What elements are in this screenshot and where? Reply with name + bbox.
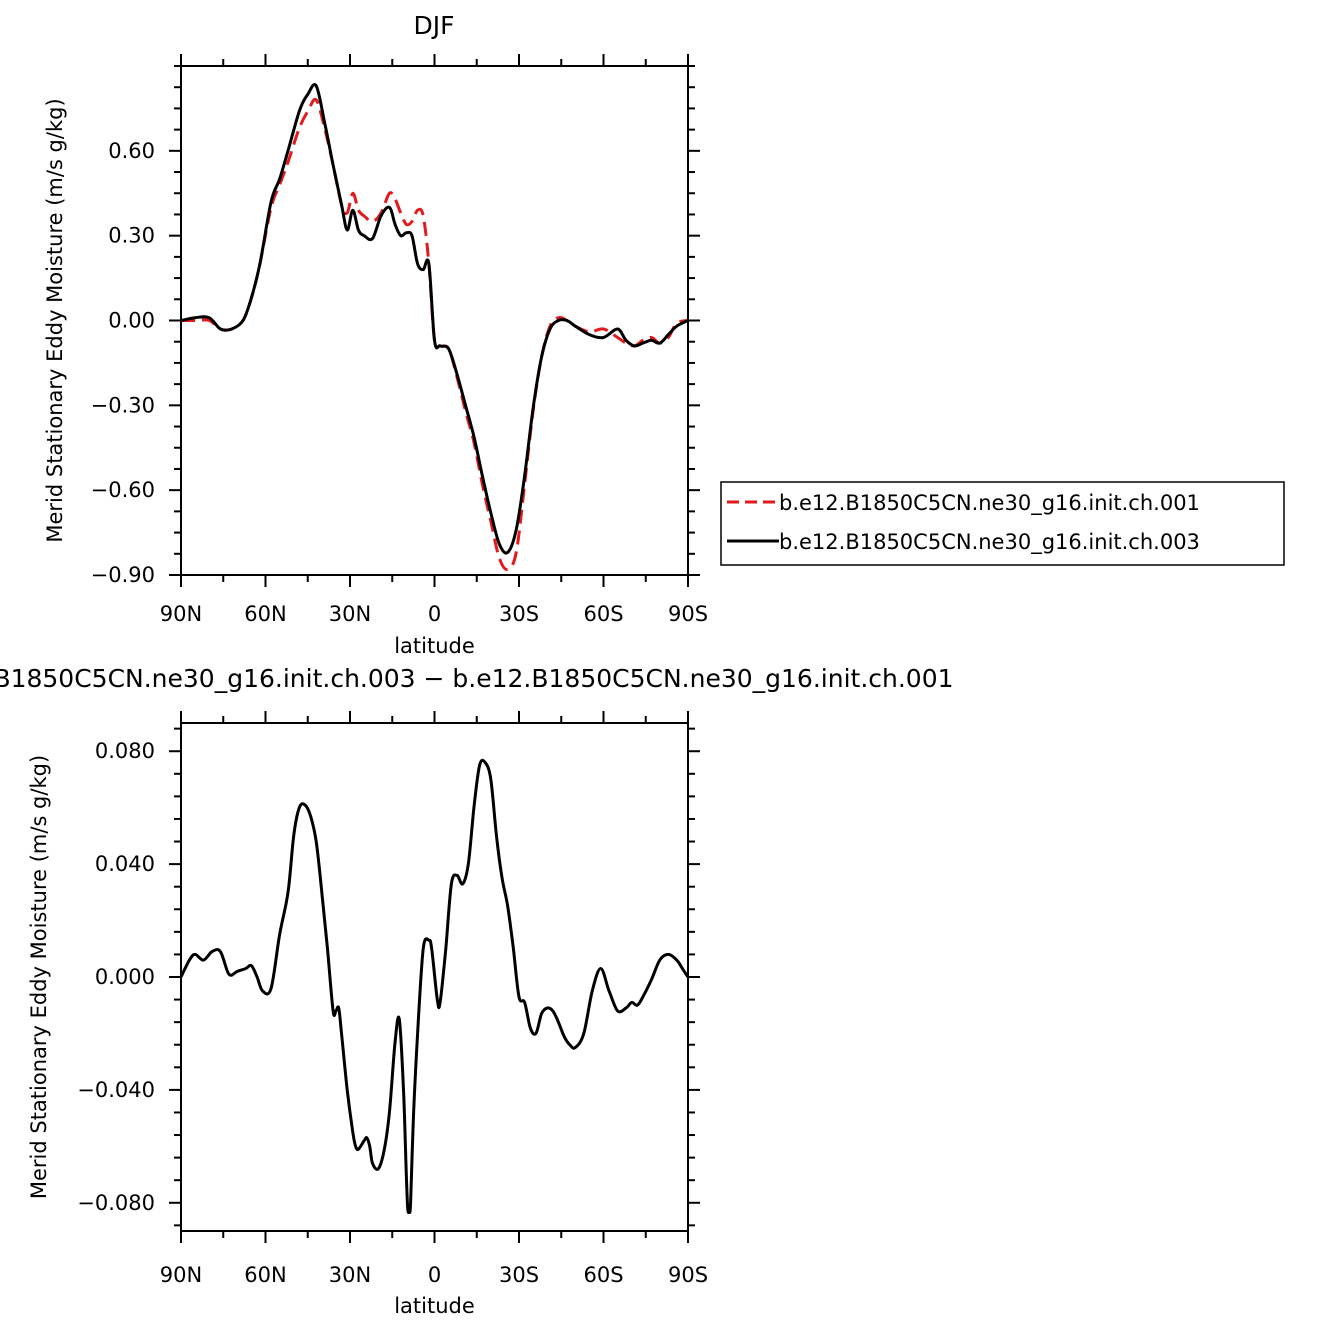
y-tick-label: 0.080: [95, 739, 155, 763]
x-tick-label: 90S: [668, 1263, 708, 1287]
plot-frame: [180, 65, 689, 576]
y-tick-label: 0.30: [108, 224, 155, 248]
y-tick-label: −0.040: [77, 1078, 155, 1102]
y-axis-label: Merid Stationary Eddy Moisture (m/s g/kg…: [43, 98, 67, 542]
y-tick-label: 0.040: [95, 852, 155, 876]
legend: b.e12.B1850C5CN.ne30_g16.init.ch.001 b.e1…: [720, 481, 1285, 566]
x-tick-label: 90S: [668, 602, 708, 626]
x-axis-label: latitude: [394, 1294, 475, 1318]
x-tick-label: 60S: [583, 1263, 623, 1287]
legend-entry: b.e12.B1850C5CN.ne30_g16.init.ch.001: [779, 491, 1200, 516]
x-tick-label: 0: [428, 602, 441, 626]
y-tick-label: 0.60: [108, 139, 155, 163]
y-tick-label: −0.080: [77, 1191, 155, 1215]
y-tick-label: −0.90: [91, 563, 155, 587]
chart-title: DJF: [413, 11, 454, 40]
x-tick-label: 60N: [244, 602, 286, 626]
series-line-1: [181, 758, 688, 1214]
x-tick-label: 30S: [499, 1263, 539, 1287]
y-tick-label: 0.000: [95, 965, 155, 989]
y-axis-label: Merid Stationary Eddy Moisture (m/s g/kg…: [27, 755, 51, 1199]
x-tick-label: 0: [428, 1263, 441, 1287]
y-tick-label: 0.00: [108, 309, 155, 333]
legend-box: [720, 481, 1285, 566]
x-tick-label: 30S: [499, 602, 539, 626]
x-tick-label: 60N: [244, 1263, 286, 1287]
chart-1: DJF 90N 60N 30N 0 30S 60S 90S 0.60 0.30 0.00 −0.30 −…: [43, 11, 1285, 658]
x-tick-label: 90N: [160, 602, 202, 626]
x-axis-label: latitude: [394, 634, 475, 658]
chart-title: b.e12.B1850C5CN.ne30_g16.init.ch.003 − b…: [0, 664, 954, 693]
series-line-2: [181, 83, 688, 555]
y-tick-label: −0.60: [91, 478, 155, 502]
x-tick-label: 30N: [329, 1263, 371, 1287]
legend-entry: b.e12.B1850C5CN.ne30_g16.init.ch.003: [779, 530, 1200, 555]
chart-2: b.e12.B1850C5CN.ne30_g16.init.ch.003 − b…: [0, 664, 954, 1318]
x-tick-label: 60S: [583, 602, 623, 626]
y-tick-label: −0.30: [91, 393, 155, 417]
x-tick-label: 90N: [160, 1263, 202, 1287]
x-tick-label: 30N: [329, 602, 371, 626]
series-line-1: [181, 97, 688, 571]
